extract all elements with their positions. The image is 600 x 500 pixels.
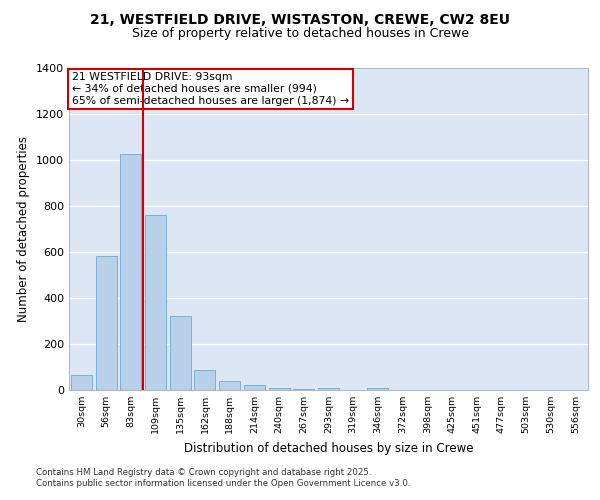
Text: 21 WESTFIELD DRIVE: 93sqm
← 34% of detached houses are smaller (994)
65% of semi: 21 WESTFIELD DRIVE: 93sqm ← 34% of detac… (71, 72, 349, 106)
Bar (318, 388, 339, 390)
Text: Contains HM Land Registry data © Crown copyright and database right 2025.
Contai: Contains HM Land Registry data © Crown c… (36, 468, 410, 487)
Bar (145, 215, 166, 390)
Bar (293, 389, 314, 390)
Bar (269, 388, 290, 390)
Bar (367, 388, 388, 390)
Bar (120, 154, 141, 390)
Bar (170, 316, 191, 390)
Bar (71, 375, 92, 390)
Bar (95, 256, 116, 390)
Bar (244, 385, 265, 390)
X-axis label: Distribution of detached houses by size in Crewe: Distribution of detached houses by size … (184, 442, 473, 454)
Bar (194, 370, 215, 390)
Bar (219, 381, 240, 390)
Y-axis label: Number of detached properties: Number of detached properties (17, 136, 31, 322)
Text: 21, WESTFIELD DRIVE, WISTASTON, CREWE, CW2 8EU: 21, WESTFIELD DRIVE, WISTASTON, CREWE, C… (90, 12, 510, 26)
Text: Size of property relative to detached houses in Crewe: Size of property relative to detached ho… (131, 28, 469, 40)
